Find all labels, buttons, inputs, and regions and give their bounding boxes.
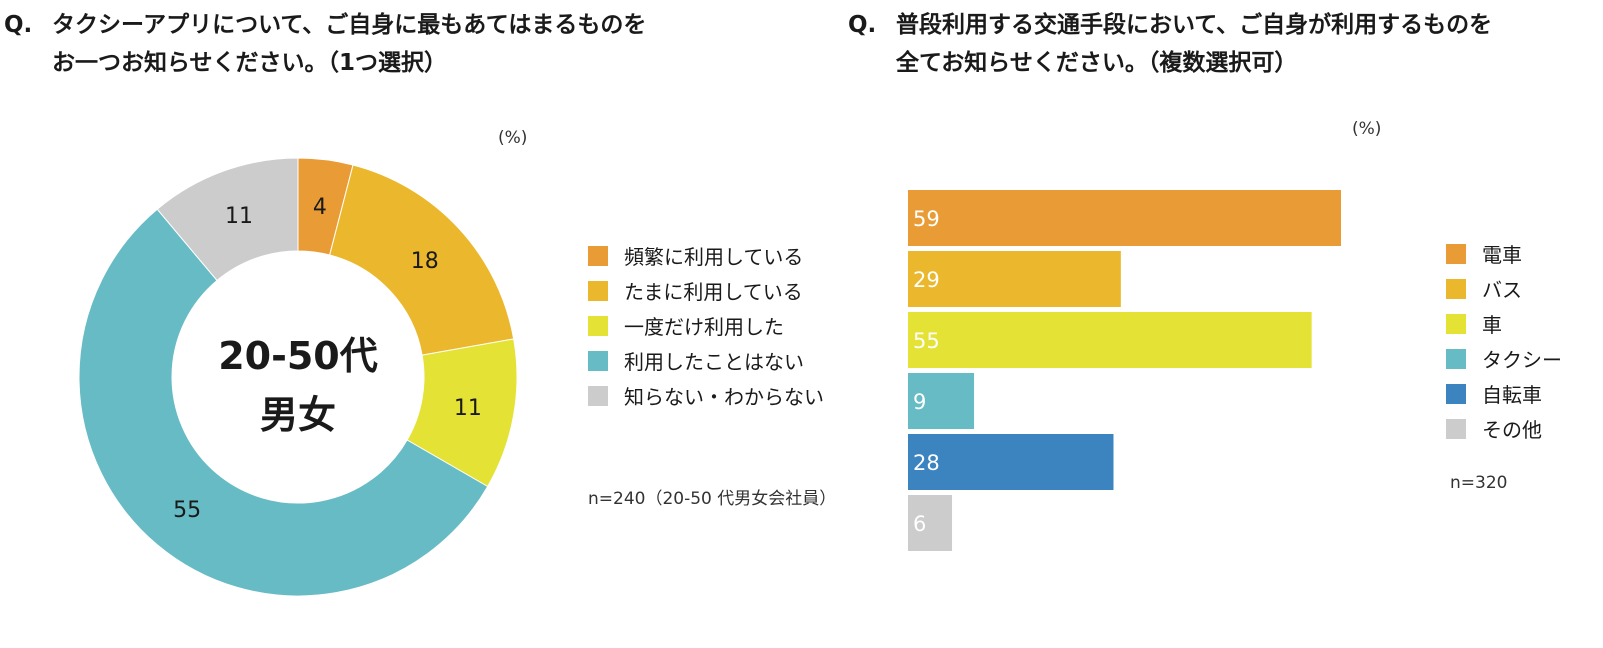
donut-legend-item-5: 知らない・わからない — [588, 378, 824, 413]
legend-label: バス — [1482, 278, 1522, 302]
bar-rects — [908, 190, 1341, 551]
bar-1 — [908, 190, 1341, 246]
legend-label: 一度だけ利用した — [624, 315, 784, 339]
q1-question: Q. タクシーアプリについて、ご自身に最もあてはまるものを お一つお知らせくださ… — [4, 6, 646, 82]
legend-swatch — [588, 350, 608, 371]
legend-swatch — [1446, 383, 1466, 404]
donut-value-label-2: 18 — [411, 249, 439, 274]
bar-6 — [908, 495, 953, 551]
donut-chart: 4 18 11 55 11 20-50代 男女 — [78, 157, 518, 597]
legend-label: その他 — [1482, 418, 1542, 442]
bar-value-label-3: 55 — [913, 329, 940, 353]
donut-value-labels: 4 18 11 55 11 — [173, 195, 482, 523]
legend-label: 車 — [1482, 313, 1502, 337]
donut-value-label-4: 55 — [173, 498, 201, 523]
legend-swatch — [588, 315, 608, 336]
bar-value-label-5: 28 — [913, 451, 940, 475]
bar-legend-item-6: その他 — [1446, 411, 1562, 446]
legend-label: 自転車 — [1482, 383, 1542, 407]
bar-value-labels: 59 29 55 9 28 6 — [913, 207, 940, 536]
q2-line-2: 全てお知らせください。（複数選択可） — [896, 50, 1298, 76]
bar-legend-item-1: 電車 — [1446, 236, 1562, 271]
legend-label: たまに利用している — [624, 280, 803, 304]
bar-legend-item-4: タクシー — [1446, 341, 1562, 376]
bar-5 — [908, 434, 1114, 490]
q1-line-2: お一つお知らせください。（1つ選択） — [52, 50, 448, 76]
legend-swatch — [1446, 313, 1466, 334]
q1-mark: Q. — [4, 12, 33, 38]
bar-legend-item-3: 車 — [1446, 306, 1562, 341]
donut-legend-item-2: たまに利用している — [588, 273, 824, 308]
donut-slices — [78, 157, 518, 597]
donut-slice-4 — [78, 208, 489, 597]
bar-legend: 電車バス車タクシー自転車その他 — [1446, 236, 1562, 446]
donut-center-line-2: 男女 — [260, 393, 336, 437]
bar-value-label-4: 9 — [913, 390, 926, 414]
bar-unit-label: (%) — [1352, 119, 1382, 139]
q1-line-1: タクシーアプリについて、ご自身に最もあてはまるものを — [52, 12, 647, 38]
donut-sample-note: n=240（20-50 代男女会社員） — [588, 489, 837, 509]
bar-value-label-6: 6 — [913, 512, 926, 536]
bar-4 — [908, 373, 975, 429]
bar-value-label-1: 59 — [913, 207, 940, 231]
legend-label: タクシー — [1482, 348, 1562, 372]
donut-value-label-1: 4 — [313, 195, 327, 220]
legend-swatch — [1446, 418, 1466, 439]
q2-mark: Q. — [848, 12, 877, 38]
legend-label: 知らない・わからない — [624, 385, 824, 409]
legend-swatch — [1446, 278, 1466, 299]
legend-swatch — [588, 385, 608, 406]
bar-legend-item-5: 自転車 — [1446, 376, 1562, 411]
donut-legend-item-4: 利用したことはない — [588, 343, 824, 378]
donut-legend: 頻繁に利用している たまに利用している 一度だけ利用した 利用したことはない 知らない・… — [588, 238, 824, 413]
legend-label: 利用したことはない — [624, 350, 804, 374]
q2-line-1: 普段利用する交通手段において、ご自身が利用するものを — [896, 12, 1493, 38]
donut-value-label-3: 11 — [454, 396, 482, 421]
donut-slice-2 — [329, 164, 515, 356]
donut-legend-item-3: 一度だけ利用した — [588, 308, 824, 343]
q2-question: Q. 普段利用する交通手段において、ご自身が利用するものを 全てお知らせください… — [848, 6, 1492, 82]
bar-2 — [908, 251, 1121, 307]
donut-center-line-1: 20-50代 — [218, 334, 378, 378]
bar-sample-note: n=320 — [1450, 473, 1508, 493]
legend-swatch — [1446, 348, 1466, 369]
legend-label: 電車 — [1482, 243, 1522, 267]
donut-unit-label: (%) — [498, 128, 528, 148]
legend-label: 頻繁に利用している — [624, 245, 804, 269]
legend-swatch — [588, 245, 608, 266]
bar-legend-item-2: バス — [1446, 271, 1562, 306]
legend-swatch — [588, 280, 608, 301]
bar-3 — [908, 312, 1312, 368]
donut-slice-5 — [156, 157, 299, 282]
donut-value-label-5: 11 — [225, 204, 253, 229]
legend-swatch — [1446, 243, 1466, 264]
bar-value-label-2: 29 — [913, 268, 940, 292]
donut-legend-item-1: 頻繁に利用している — [588, 238, 824, 273]
